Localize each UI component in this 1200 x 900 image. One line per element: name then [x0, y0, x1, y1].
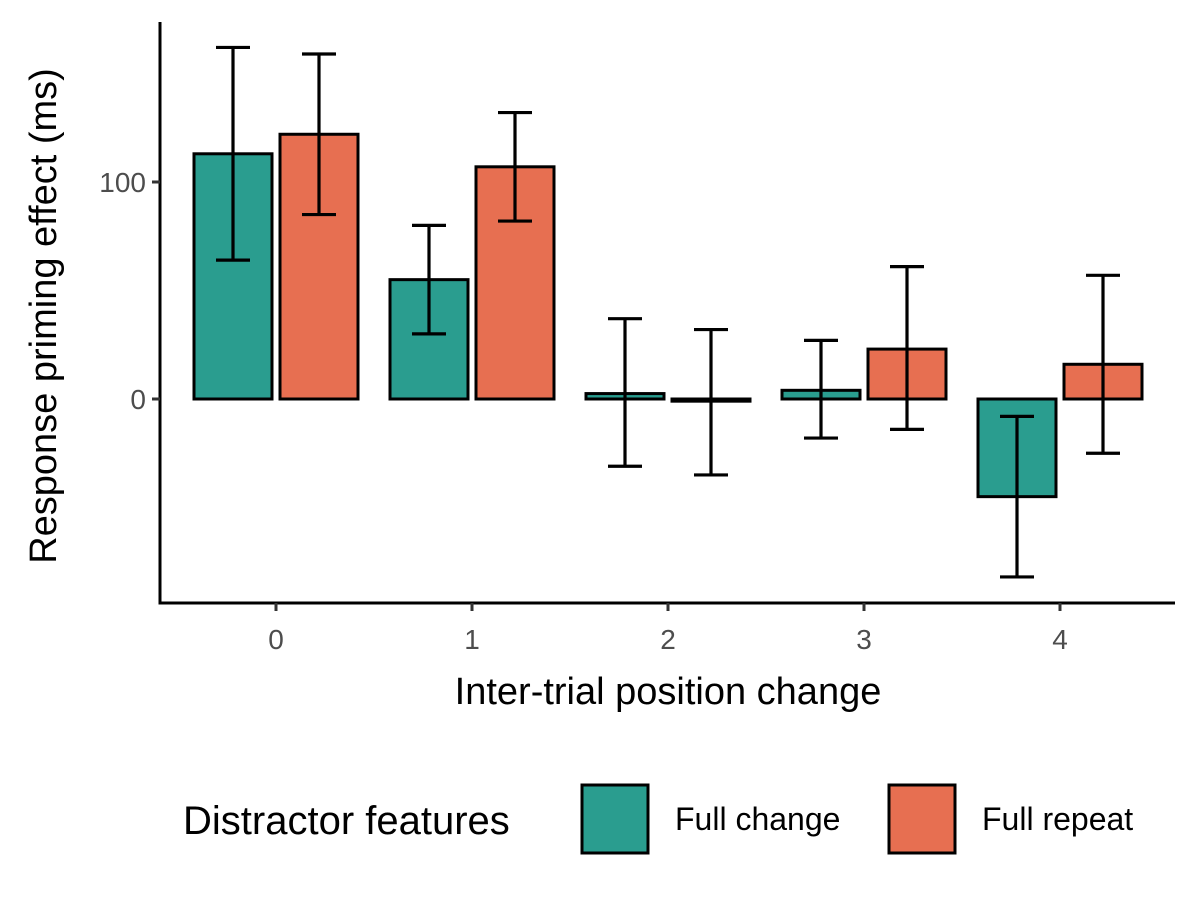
axes: 0 100 0 1 2 3 4 — [99, 22, 1175, 655]
error-bar-full-repeat-3 — [890, 265, 924, 431]
legend-swatch-full-change — [580, 783, 650, 855]
error-bar-full-repeat-0 — [302, 52, 336, 217]
legend-swatch-full-repeat — [887, 783, 957, 855]
legend: Distractor features Full change Full rep… — [183, 783, 1133, 855]
plot-area — [192, 45, 1144, 579]
error-bar-full-change-3 — [804, 338, 838, 440]
x-tick-label: 2 — [660, 624, 676, 655]
legend-title: Distractor features — [183, 799, 510, 843]
y-tick-label: 100 — [99, 167, 146, 198]
error-bar-full-repeat-2 — [694, 327, 728, 477]
error-bar-full-repeat-4 — [1086, 273, 1120, 455]
error-bar-full-repeat-1 — [498, 110, 532, 223]
error-bar-full-change-4 — [1000, 414, 1034, 579]
x-tick-label: 1 — [464, 624, 480, 655]
error-bar-full-change-2 — [608, 317, 642, 468]
x-tick-label: 3 — [856, 624, 872, 655]
y-tick-label: 0 — [130, 384, 146, 415]
legend-label-full-change: Full change — [675, 801, 840, 837]
error-bar-full-change-0 — [216, 45, 250, 262]
x-axis-title: Inter-trial position change — [455, 671, 882, 713]
error-bar-full-change-1 — [412, 223, 446, 336]
y-axis-title: Response priming effect (ms) — [23, 68, 65, 564]
x-tick-label: 4 — [1052, 624, 1068, 655]
x-tick-label: 0 — [268, 624, 284, 655]
legend-label-full-repeat: Full repeat — [982, 801, 1133, 837]
